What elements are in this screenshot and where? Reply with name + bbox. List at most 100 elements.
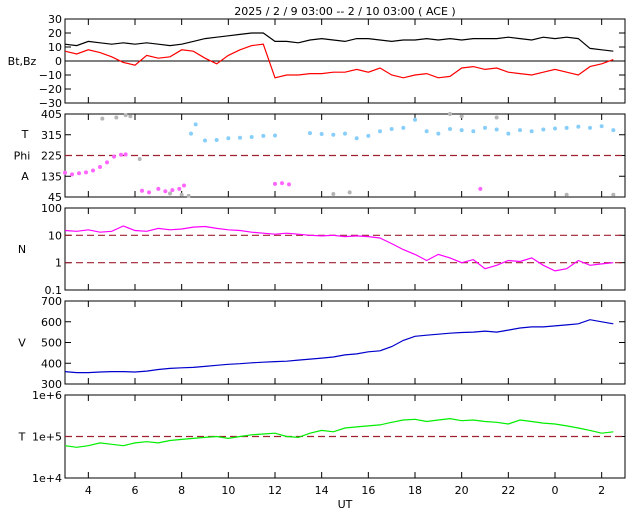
y-tick-label: 315 — [41, 129, 62, 142]
y-tick-label: 1e+4 — [32, 472, 62, 485]
data-point-T — [308, 131, 312, 136]
x-tick-label: 4 — [85, 484, 92, 497]
data-point-T — [366, 133, 371, 138]
y-tick-label: 0 — [55, 55, 62, 68]
data-point-A — [70, 172, 74, 177]
data-point-A — [123, 152, 128, 157]
y-tick-label: 225 — [41, 150, 62, 163]
data-point-A — [84, 170, 88, 175]
data-point-other — [494, 115, 499, 120]
x-tick-label: 12 — [268, 484, 282, 497]
x-tick-label: 6 — [132, 484, 139, 497]
y-tick-label: 1e+5 — [32, 431, 62, 444]
y-tick-label: −20 — [39, 83, 62, 96]
y-tick-label: 1 — [55, 257, 62, 270]
data-point-T — [553, 126, 557, 131]
data-point-T — [238, 135, 242, 140]
panel-temperature: 1e+6 1e+5 1e+4 T — [18, 389, 626, 485]
data-point-T — [588, 125, 592, 130]
data-point-A — [147, 190, 151, 195]
data-point-T — [214, 138, 219, 143]
data-point-other — [347, 190, 352, 195]
y-axis-label: Phi — [14, 150, 31, 163]
data-point-A — [163, 189, 168, 194]
data-point-A — [280, 181, 284, 186]
y-axis-label: Bt,Bz — [8, 55, 37, 68]
x-tick-label: 20 — [455, 484, 469, 497]
data-point-A — [170, 188, 175, 193]
x-tick-label: 22 — [501, 484, 515, 497]
y-tick-label: 135 — [41, 170, 62, 183]
data-point-T — [541, 127, 546, 132]
series-line-V — [64, 319, 614, 374]
data-point-other — [331, 192, 336, 197]
y-tick-label: 30 — [48, 13, 62, 26]
data-point-T — [459, 128, 464, 133]
x-tick-label: 8 — [178, 484, 185, 497]
data-point-T — [189, 131, 193, 136]
data-point-T — [389, 126, 394, 131]
y-tick-label: 0.1 — [45, 284, 63, 297]
series-line-N — [64, 225, 614, 272]
data-point-A — [77, 171, 81, 176]
data-point-other — [448, 112, 452, 116]
data-point-T — [448, 126, 452, 131]
data-point-T — [378, 129, 382, 134]
data-point-T — [436, 131, 441, 136]
x-tick-label: 16 — [361, 484, 375, 497]
data-point-T — [471, 129, 476, 134]
y-tick-label: 400 — [41, 357, 62, 370]
y-tick-label: 700 — [41, 295, 62, 308]
data-point-T — [354, 136, 359, 141]
data-point-other — [564, 192, 569, 197]
y-tick-label: 45 — [48, 191, 62, 204]
series-line-T — [64, 417, 614, 448]
side-label-away: A — [21, 170, 29, 183]
data-point-other — [179, 192, 184, 197]
data-point-A — [273, 181, 277, 186]
data-point-T — [494, 127, 499, 132]
y-tick-label: 300 — [41, 378, 62, 391]
data-point-other — [128, 114, 133, 119]
data-point-T — [506, 131, 511, 136]
data-point-T — [261, 133, 266, 138]
data-point-T — [413, 117, 417, 122]
data-point-other — [137, 156, 142, 161]
panel-imf-angle: 405 315 225 135 45 Phi T A — [14, 108, 626, 204]
data-point-T — [424, 129, 429, 134]
y-axis-label: T — [18, 431, 26, 444]
data-point-A — [177, 186, 182, 191]
data-point-T — [343, 131, 347, 136]
series-line-Bt — [64, 32, 614, 52]
data-point-other — [611, 192, 616, 197]
data-point-T — [529, 129, 534, 134]
y-tick-label: −10 — [39, 69, 62, 82]
panel-frame — [64, 300, 626, 385]
data-point-A — [140, 188, 144, 193]
data-point-T — [331, 132, 336, 137]
x-tick-label: 14 — [315, 484, 329, 497]
data-point-other — [114, 115, 119, 120]
data-point-T — [483, 125, 487, 130]
panel-frame — [64, 207, 626, 291]
data-point-T — [599, 124, 604, 129]
data-point-A — [287, 182, 291, 187]
y-axis-label: N — [18, 243, 26, 256]
x-axis-label: UT — [338, 498, 353, 511]
panel-density: 100 10 1 0.1 N — [18, 202, 626, 297]
side-label-toward: T — [21, 128, 29, 141]
data-point-other — [459, 114, 464, 119]
y-tick-label: 405 — [41, 108, 62, 121]
data-point-T — [518, 128, 522, 133]
data-point-A — [63, 170, 67, 175]
x-tick-label: 18 — [408, 484, 422, 497]
series-line-Bz — [64, 43, 614, 79]
x-tick-label: 10 — [221, 484, 235, 497]
data-point-other — [100, 116, 105, 121]
data-point-T — [564, 125, 569, 130]
data-point-other — [186, 193, 191, 198]
data-point-A — [182, 183, 186, 188]
data-point-A — [112, 154, 116, 159]
